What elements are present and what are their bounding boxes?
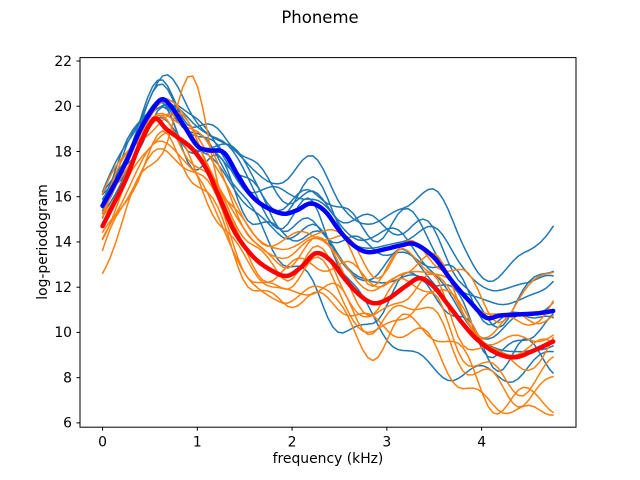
y-axis-label: log-periodogram (35, 184, 51, 300)
x-axis-label: frequency (kHz) (272, 451, 384, 467)
thin-curve-class2-10 (101, 148, 554, 397)
y-tick-label: 22 (54, 54, 72, 70)
thin-curve-class2-9 (101, 112, 554, 372)
y-tick-label: 18 (54, 144, 72, 160)
thin-curve-class2-8 (101, 130, 554, 416)
thin-curve-class1-1 (101, 74, 554, 283)
chart-title: Phoneme (281, 8, 359, 27)
y-tick-label: 16 (54, 190, 72, 206)
y-tick-label: 12 (54, 280, 72, 296)
y-tick-label: 8 (63, 370, 72, 386)
thin-curve-class2-5 (101, 130, 554, 408)
mean-curve-class-1 (100, 96, 556, 321)
x-tick-label: 3 (382, 435, 391, 451)
y-tick-label: 14 (54, 235, 72, 251)
y-tick-label: 10 (54, 325, 72, 341)
y-tick-label: 20 (54, 99, 72, 115)
x-tick-label: 0 (98, 435, 107, 451)
y-tick-label: 6 (63, 416, 72, 432)
x-tick-label: 2 (288, 435, 297, 451)
thin-curve-class1-3 (101, 97, 554, 292)
x-tick-label: 1 (193, 435, 202, 451)
mean-curve-class-2 (100, 116, 556, 360)
thin-curve-class2-6 (101, 140, 554, 415)
x-tick-label: 4 (477, 435, 486, 451)
